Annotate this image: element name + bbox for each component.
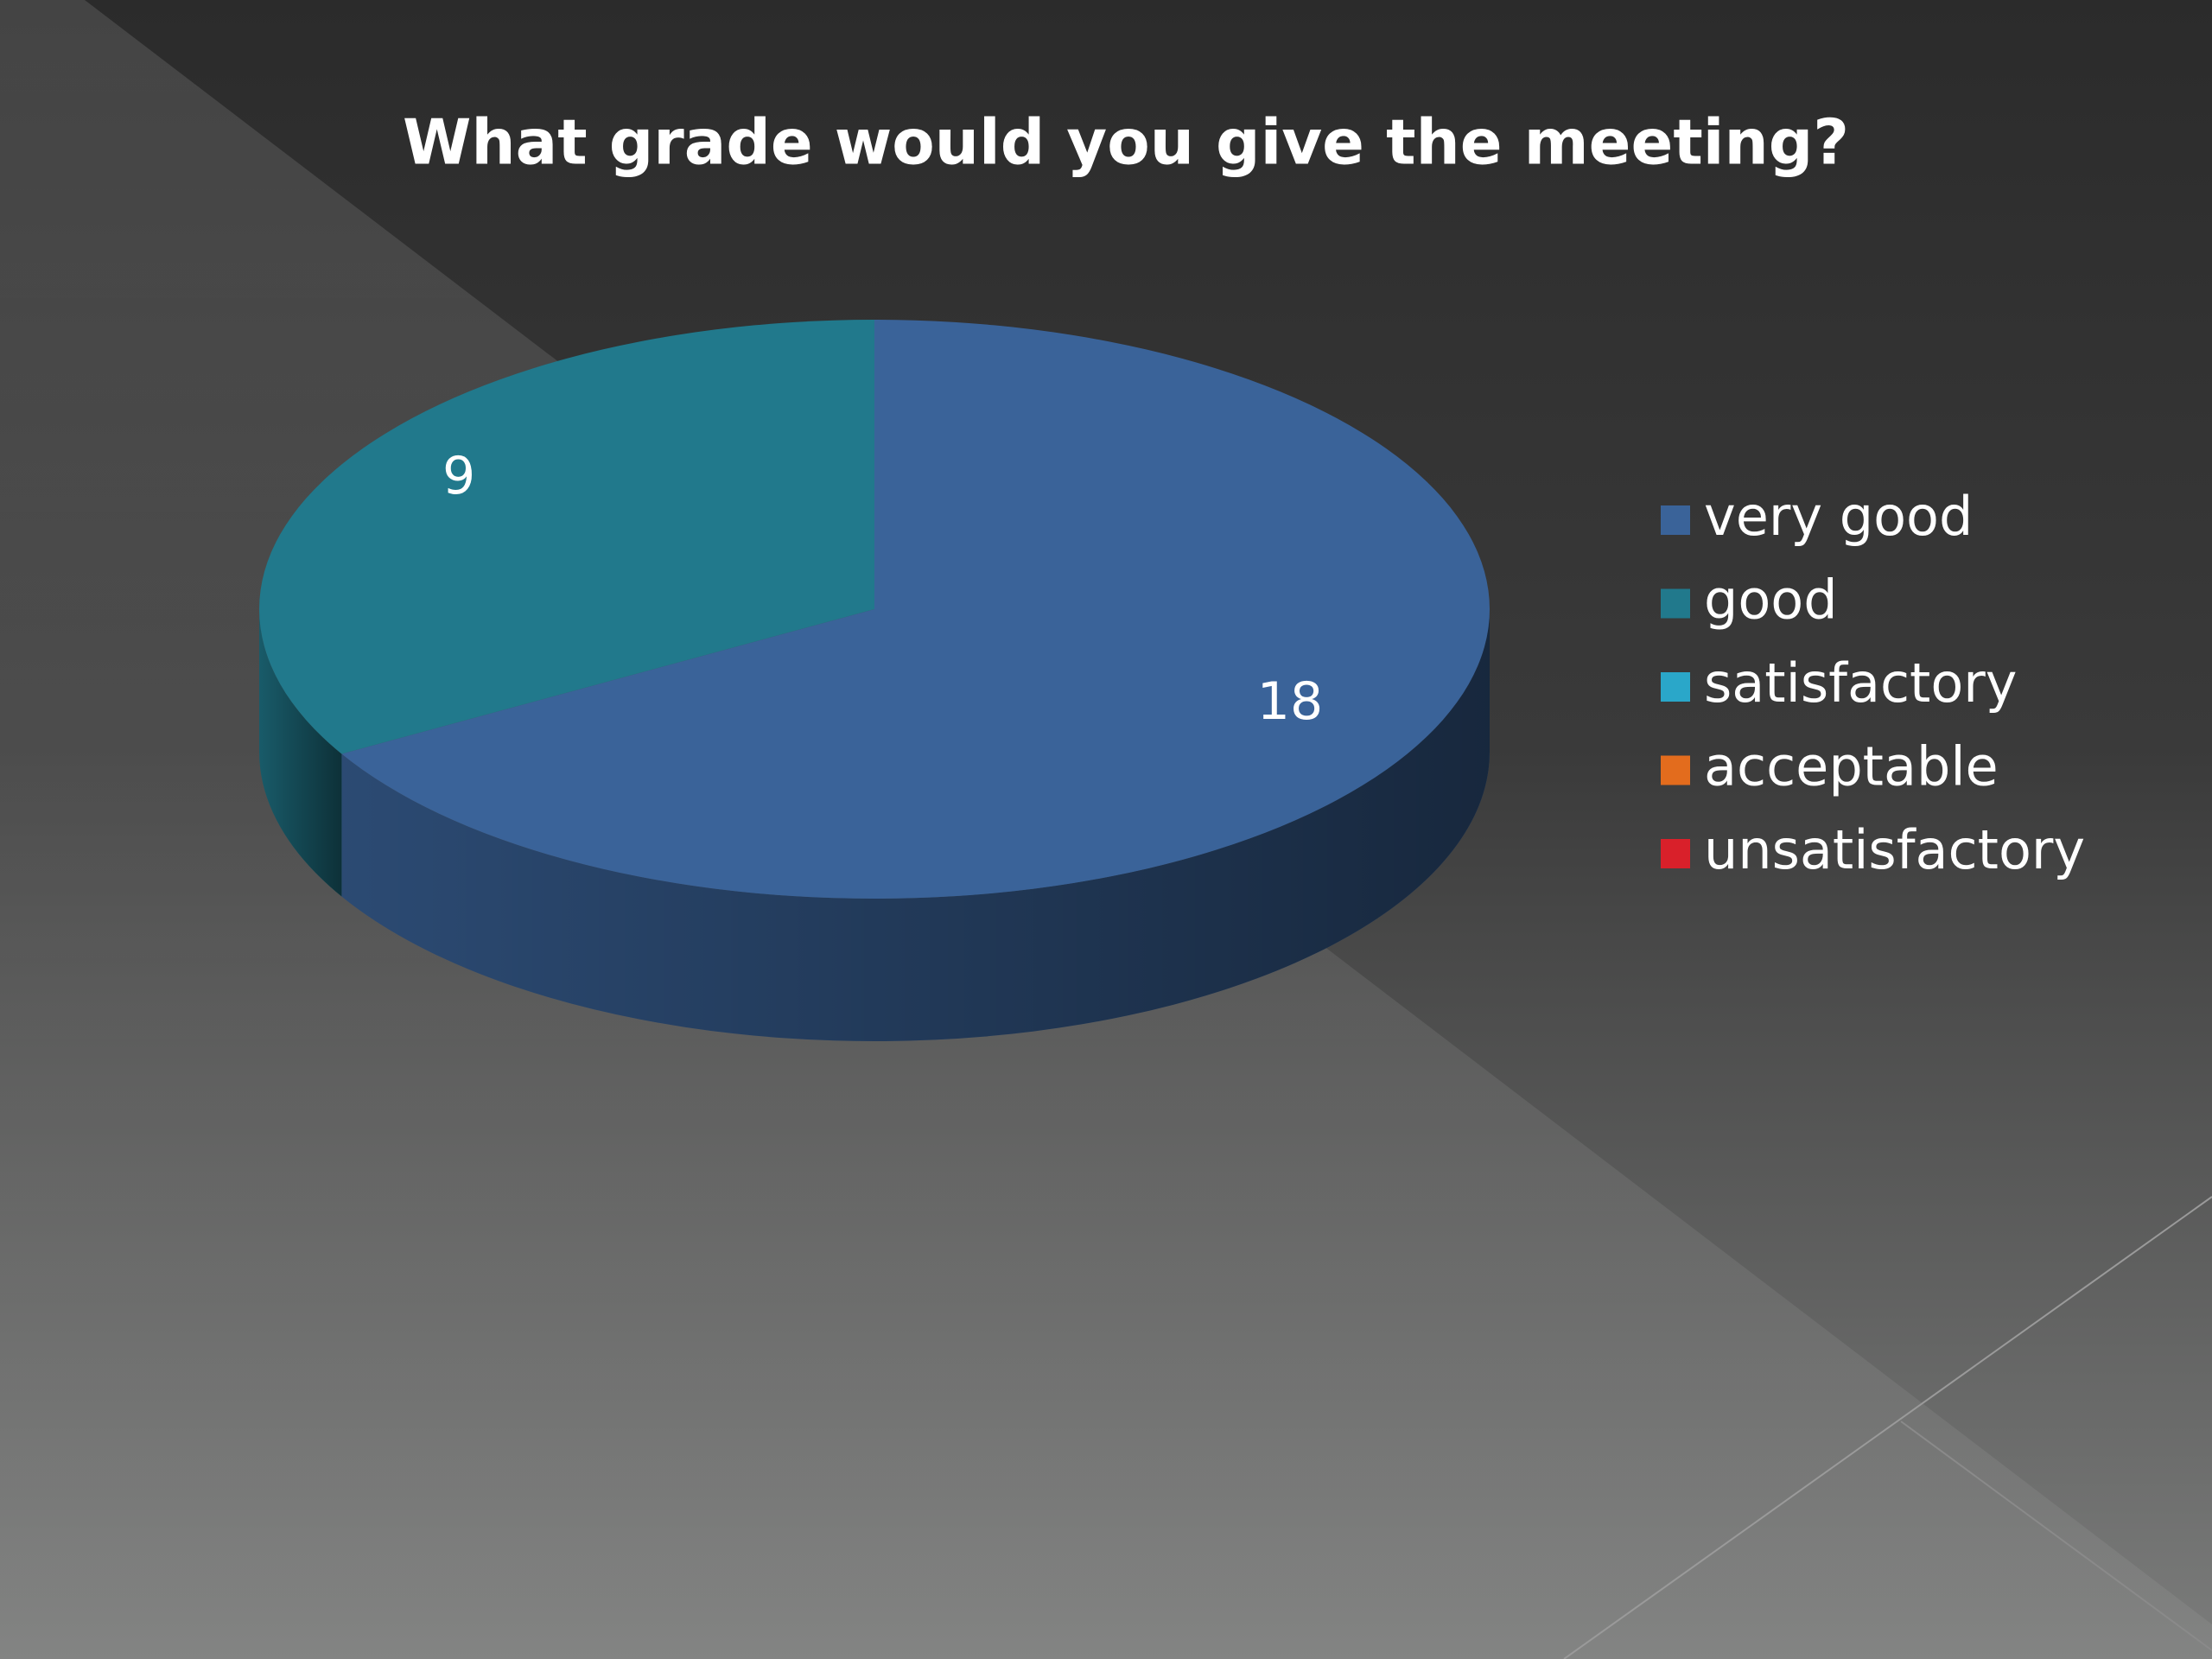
slice-side-shade (341, 609, 1491, 1041)
legend-swatch (1661, 839, 1690, 868)
legend-label: satisfactory (1704, 652, 2017, 715)
pie-sides (259, 609, 1491, 1041)
legend-swatch (1661, 755, 1690, 785)
legend-label: good (1704, 569, 1838, 632)
legend-label: very good (1704, 485, 1973, 548)
data-label: 18 (1257, 671, 1323, 732)
pie: 18 9 (259, 320, 1491, 1041)
slice (259, 320, 874, 754)
decor-line (1563, 1196, 2212, 1659)
decor-line (1900, 1421, 2212, 1651)
legend-swatch (1661, 672, 1690, 702)
legend-swatch (1661, 588, 1690, 619)
slice (341, 320, 1491, 899)
data-label: 9 (442, 446, 475, 506)
chart-title: What grade would you give the meeting? (403, 106, 1849, 179)
legend: very good good satisfactory acceptable unsat… (1661, 485, 2085, 881)
slice-side-shade (259, 609, 342, 897)
legend-label: acceptable (1704, 735, 1999, 798)
legend-swatch (1661, 505, 1690, 535)
legend-label: unsatisfactory (1704, 818, 2085, 881)
